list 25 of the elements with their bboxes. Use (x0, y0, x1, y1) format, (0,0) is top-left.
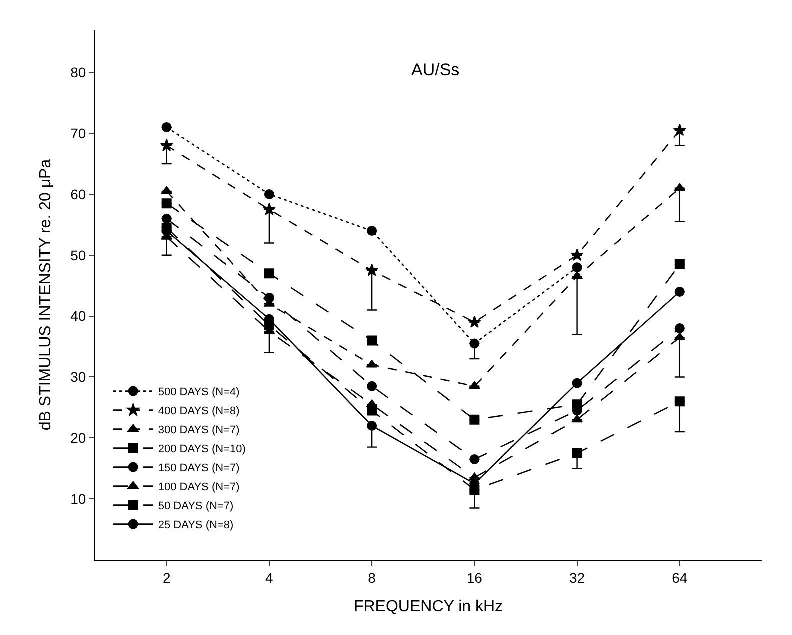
x-tick-label: 4 (266, 570, 274, 586)
x-axis-title: FREQUENCY in kHz (354, 598, 504, 616)
x-tick-label: 16 (466, 570, 483, 586)
x-tick-label: 8 (368, 570, 376, 586)
y-tick-label: 30 (70, 369, 86, 386)
y-tick-label: 50 (70, 247, 86, 264)
y-tick-label: 70 (70, 125, 86, 142)
legend-label: 150 DAYS (N=7) (158, 462, 240, 475)
legend-label: 25 DAYS (N=8) (158, 520, 234, 532)
y-tick-label: 40 (70, 308, 86, 324)
y-tick-label: 80 (70, 64, 86, 81)
y-tick-label: 60 (70, 186, 86, 202)
x-tick-label: 64 (672, 570, 688, 586)
text: AU/Ss (412, 60, 460, 80)
legend-label: 200 DAYS (N=10) (158, 444, 246, 456)
legend-label: 400 DAYS (N=8) (158, 406, 240, 418)
legend-label: 300 DAYS (N=7) (158, 424, 240, 437)
legend-label: 50 DAYS (N=7) (158, 500, 234, 513)
legend-label: 100 DAYS (N=7) (158, 482, 240, 494)
y-axis-title: dB STIMULUS INTENSITY re. 20 μPa (38, 159, 55, 431)
y-tick-label: 20 (70, 430, 86, 446)
x-tick-label: 32 (570, 570, 586, 586)
y-tick-label: 10 (70, 490, 86, 507)
legend-label: 500 DAYS (N=4) (158, 386, 240, 399)
x-tick-label: 2 (162, 570, 171, 586)
